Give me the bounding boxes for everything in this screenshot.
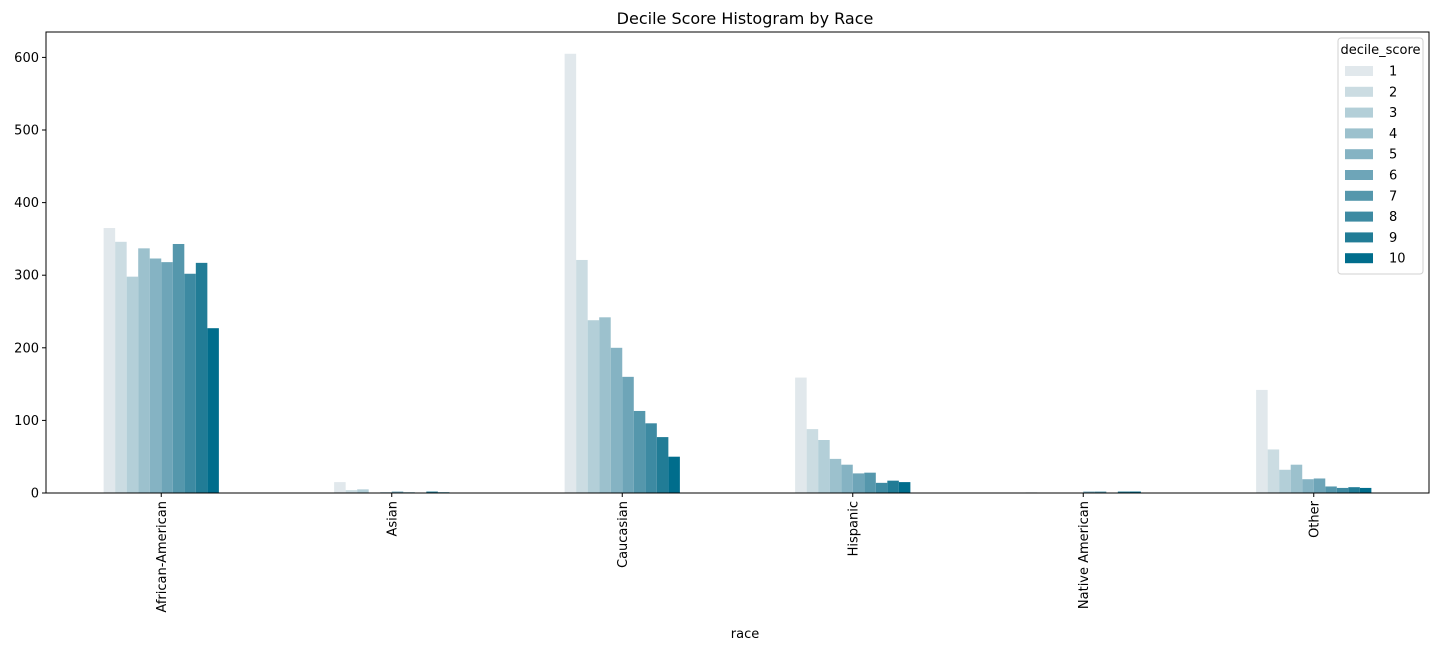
bar-caucasian-decile-2 [576,259,588,493]
bar-caucasian-decile-10 [668,456,680,493]
legend-swatch-3 [1345,107,1373,118]
bar-african-american-decile-1 [103,228,116,493]
bar-hispanic-decile-7 [864,472,876,493]
legend-label-2: 2 [1389,85,1397,100]
bar-other-decile-5 [1302,479,1314,493]
legend-swatch-8 [1345,211,1373,222]
bar-other-decile-1 [1256,389,1268,493]
bar-caucasian-decile-9 [656,437,669,493]
y-axis: 0 100 200 300 400 500 600 [14,51,46,502]
bar-hispanic-decile-3 [818,440,830,493]
legend: decile_score 1 2 3 4 5 6 7 8 9 10 [1337,37,1424,275]
bar-other-decile-8 [1336,487,1349,493]
x-axis: African-American Asian Caucasian Hispanic Na… [155,493,1322,613]
bar-caucasian-decile-6 [622,376,634,493]
legend-swatch-6 [1345,170,1373,180]
bar-african-american-decile-3 [126,276,139,493]
bar-african-american-decile-7 [172,243,185,493]
bar-other-decile-7 [1325,486,1337,493]
x-tick-label: African-American [155,501,170,613]
y-tick-label: 600 [14,51,39,66]
bar-hispanic-decile-2 [806,429,819,493]
bar-native-american-decile-6 [1083,491,1095,493]
bar-hispanic-decile-6 [852,473,865,493]
bar-caucasian-decile-7 [633,410,646,493]
bar-hispanic-decile-5 [841,464,853,493]
legend-label-3: 3 [1389,106,1397,121]
bar-asian-decile-1 [334,482,346,493]
bar-african-american-decile-9 [195,262,208,493]
bar-hispanic-decile-9 [887,480,899,493]
legend-swatch-4 [1345,128,1373,139]
legend-swatch-7 [1345,190,1373,201]
bar-caucasian-decile-5 [610,347,623,493]
bar-african-american-decile-10 [207,328,219,493]
legend-label-8: 8 [1389,210,1397,225]
legend-swatch-10 [1345,253,1373,264]
bar-african-american-decile-4 [138,248,150,493]
bar-other-decile-2 [1267,449,1280,493]
x-tick-label: Hispanic [846,501,861,556]
bars-layer [103,53,1372,493]
x-axis-label: race [731,627,759,642]
chart-title: Decile Score Histogram by Race [617,9,874,28]
bar-caucasian-decile-1 [564,53,577,493]
legend-swatch-9 [1345,232,1373,243]
bar-hispanic-decile-8 [875,482,888,493]
y-tick-label: 0 [31,487,39,502]
bar-hispanic-decile-4 [829,458,842,493]
bar-other-decile-4 [1290,464,1303,493]
y-tick-label: 200 [14,341,39,356]
bar-caucasian-decile-3 [587,320,600,493]
x-tick-label: Native American [1077,501,1092,609]
bar-other-decile-6 [1313,478,1326,493]
y-tick-label: 100 [14,414,39,429]
legend-title: decile_score [1340,43,1420,58]
bar-asian-decile-3 [357,489,369,493]
x-tick-label: Caucasian [616,501,631,568]
bar-hispanic-decile-1 [795,377,807,493]
bar-other-decile-9 [1348,487,1360,493]
bar-african-american-decile-6 [161,262,173,493]
bar-asian-decile-6 [391,491,404,493]
legend-label-7: 7 [1389,189,1397,204]
legend-swatch-5 [1345,149,1373,160]
legend-label-5: 5 [1389,148,1397,163]
legend-label-6: 6 [1389,169,1397,184]
bar-african-american-decile-5 [149,258,162,493]
bar-african-american-decile-8 [184,273,196,493]
bar-african-american-decile-2 [115,241,127,493]
y-tick-label: 300 [14,269,39,284]
y-tick-label: 500 [14,124,39,139]
y-tick-label: 400 [14,196,39,211]
bar-native-american-decile-9 [1117,491,1130,493]
bar-asian-decile-9 [426,491,438,493]
bar-native-american-decile-7 [1094,491,1107,493]
legend-label-1: 1 [1389,65,1397,80]
bar-asian-decile-2 [345,490,358,493]
legend-label-10: 10 [1389,252,1406,267]
bar-caucasian-decile-8 [645,423,657,493]
legend-label-9: 9 [1389,231,1397,246]
x-tick-label: Asian [385,501,400,536]
bar-other-decile-10 [1359,487,1372,493]
legend-swatch-2 [1345,86,1373,97]
plot-frame [45,31,1430,494]
legend-swatch-1 [1345,66,1373,76]
x-tick-label: Other [1307,500,1322,538]
bar-hispanic-decile-10 [898,482,911,493]
legend-label-4: 4 [1389,127,1397,142]
bar-native-american-decile-10 [1129,491,1141,493]
bar-caucasian-decile-4 [599,317,611,493]
bar-other-decile-3 [1279,469,1291,493]
